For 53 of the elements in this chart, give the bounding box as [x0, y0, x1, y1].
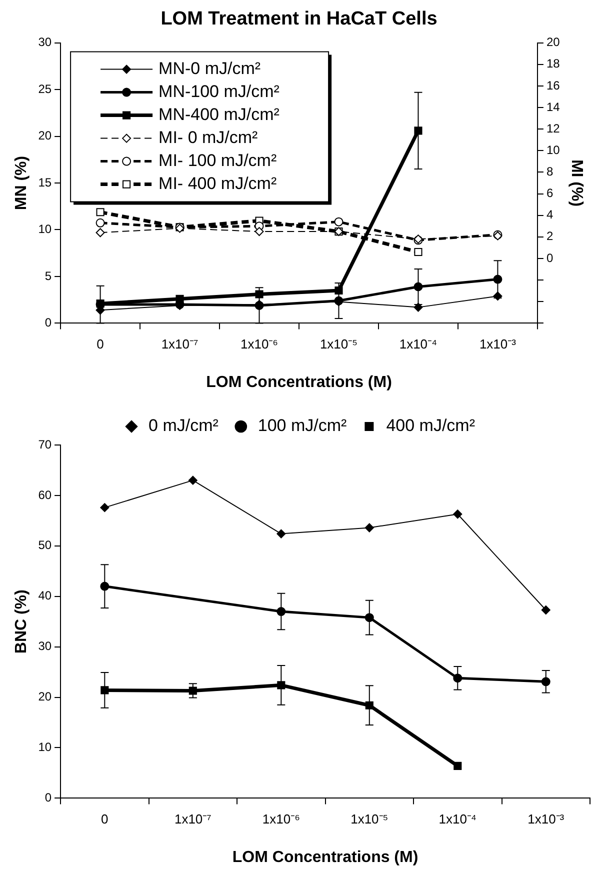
y2-tick-label: 20 [546, 35, 560, 50]
y-tick-label: 50 [38, 538, 52, 552]
legend-label: MI- 400 mJ/cm² [158, 174, 277, 193]
y-tick-label: 20 [38, 128, 52, 143]
x-tick-label: 1x10⁻⁴ [399, 336, 438, 352]
y-axis-title: BNC (%) [13, 590, 30, 654]
x-tick-label: 0 [96, 336, 104, 352]
y2-tick-label: 14 [546, 100, 560, 114]
y-tick-label: 0 [44, 790, 52, 805]
y2-tick-label: 12 [546, 121, 560, 136]
chart-title: LOM Treatment in HaCaT Cells [160, 8, 438, 30]
y2-tick-label: 4 [546, 208, 554, 222]
x-tick-label: 1x10⁻⁷ [174, 812, 212, 827]
x-tick-label: 1x10⁻⁷ [161, 336, 199, 352]
y2-tick-label: 18 [546, 56, 560, 71]
x-tick-label: 0 [101, 812, 108, 827]
x-axis-title: LOM Concentrations (M) [206, 374, 392, 391]
x-tick-label: 1x10⁻³ [479, 336, 517, 352]
legend-label: 0 mJ/cm² [148, 416, 219, 436]
y2-axis-title: MI (%) [568, 159, 585, 207]
y-tick-label: 15 [38, 175, 52, 190]
x-tick-label: 1x10⁻⁵ [320, 336, 358, 352]
y-tick-label: 30 [38, 35, 52, 50]
y2-tick-label: 10 [546, 142, 560, 157]
legend-label: MN-100 mJ/cm² [158, 82, 280, 101]
x-tick-label: 1x10⁻⁶ [262, 812, 300, 827]
y-axis-title: MN (%) [13, 156, 30, 210]
y-tick-label: 5 [44, 268, 52, 283]
x-tick-label: 1x10⁻³ [528, 812, 565, 827]
legend-label: 100 mJ/cm² [258, 416, 348, 436]
legend-label: MN-0 mJ/cm² [158, 58, 261, 78]
x-axis-title: LOM Concentrations (M) [232, 848, 418, 866]
y-tick-label: 0 [44, 316, 52, 330]
y-tick-label: 30 [38, 639, 52, 654]
legend-label: MI- 100 mJ/cm² [158, 150, 277, 170]
y-tick-label: 25 [38, 82, 52, 96]
legend-label: MI- 0 mJ/cm² [158, 128, 258, 147]
y-tick-label: 20 [38, 690, 52, 704]
y-tick-label: 10 [38, 740, 52, 754]
x-tick-label: 1x10⁻⁴ [438, 812, 477, 827]
y-tick-label: 60 [38, 488, 52, 502]
y2-tick-label: 8 [546, 164, 554, 179]
y2-tick-label: 0 [546, 250, 554, 265]
y-tick-label: 40 [38, 588, 52, 603]
y-tick-label: 70 [38, 437, 52, 452]
y2-tick-label: 16 [546, 78, 560, 92]
y2-tick-label: 2 [546, 229, 554, 244]
x-tick-label: 1x10⁻⁵ [350, 812, 388, 827]
y-tick-label: 10 [38, 222, 52, 236]
y2-tick-label: 6 [546, 186, 554, 200]
x-tick-label: 1x10⁻⁶ [240, 336, 278, 352]
legend-label: 400 mJ/cm² [386, 416, 476, 436]
legend-label: MN-400 mJ/cm² [158, 104, 280, 124]
